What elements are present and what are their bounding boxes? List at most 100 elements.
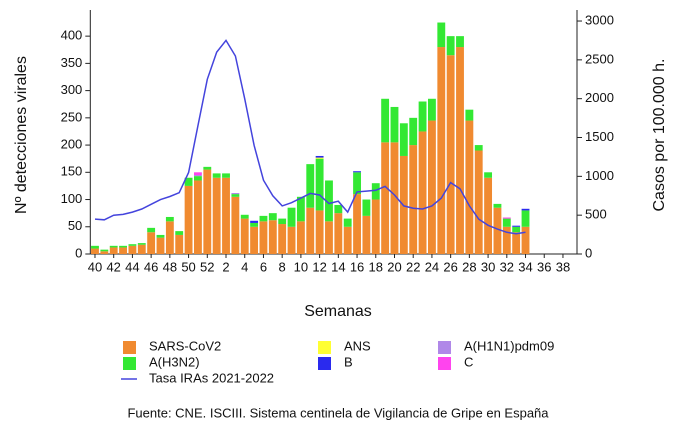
bar-segment: [353, 171, 361, 173]
bar-segment: [184, 177, 193, 186]
y-tick-label: 50: [68, 218, 82, 233]
x-tick-label: 10: [294, 259, 308, 274]
bar-segment: [418, 101, 427, 132]
bar-segment: [128, 245, 137, 254]
bar-segment: [278, 224, 287, 254]
x-tick-label: 2: [222, 259, 229, 274]
legend-swatch: [123, 341, 136, 354]
bar-segment: [109, 245, 118, 248]
bar-segment: [175, 234, 184, 254]
legend-label: A(H3N2): [149, 354, 200, 369]
y2-axis-label: Casos por 100.000 h.: [651, 59, 668, 212]
y-tick-label: 200: [61, 137, 83, 152]
y-tick-label: 100: [61, 191, 83, 206]
bar-segment: [194, 180, 202, 254]
bar-segment: [250, 226, 259, 254]
x-tick-label: 14: [331, 259, 345, 274]
y-tick-label: 300: [61, 82, 83, 97]
bar-segment: [456, 36, 464, 48]
bar-segment: [399, 123, 408, 156]
bar-segment: [268, 213, 277, 221]
bar-segment: [315, 155, 324, 158]
bar-segment: [259, 215, 268, 222]
x-tick-label: 46: [144, 259, 158, 274]
bar-segment: [128, 244, 137, 246]
x-tick-label: 4: [241, 259, 248, 274]
y-tick-label: 150: [61, 164, 83, 179]
bar-segment: [240, 214, 249, 219]
legend-label: SARS-CoV2: [149, 338, 221, 353]
bar-segment: [137, 244, 146, 254]
x-tick-label: 32: [500, 259, 514, 274]
bar-segment: [371, 183, 380, 200]
bar-segment: [521, 210, 530, 227]
y2-tick-label: 0: [585, 245, 592, 260]
bar-segment: [512, 226, 521, 233]
bar-segment: [418, 131, 427, 254]
bar-segment: [334, 213, 343, 254]
bar-segment: [502, 217, 511, 219]
bar-segment: [137, 243, 146, 245]
x-tick-label: 6: [260, 259, 267, 274]
y2-tick-label: 1500: [585, 129, 614, 144]
bar-segment: [512, 232, 521, 254]
x-tick-label: 26: [443, 259, 457, 274]
x-axis-label: Semanas: [304, 303, 372, 320]
bar-segment: [194, 172, 202, 176]
x-tick-label: 36: [537, 259, 551, 274]
x-tick-label: 52: [200, 259, 214, 274]
x-tick-label: 44: [125, 259, 139, 274]
bar-segment: [175, 231, 184, 235]
bar-segment: [325, 221, 333, 254]
x-tick-label: 16: [350, 259, 364, 274]
y-tick-label: 0: [75, 245, 82, 260]
bar-segment: [268, 220, 277, 254]
bar-segment: [502, 226, 511, 254]
bar-segment: [381, 142, 390, 254]
bar-segment: [502, 218, 511, 227]
legend-label: A(H1N1)pdm09: [464, 338, 554, 353]
bar-segment: [362, 215, 371, 254]
bar-segment: [278, 218, 287, 225]
bar-segment: [119, 247, 127, 254]
x-tick-label: 40: [88, 259, 102, 274]
bar-segment: [240, 218, 249, 254]
bar-segment: [203, 169, 212, 254]
legend-swatch: [438, 357, 451, 370]
bar-segment: [165, 221, 174, 254]
bar-segment: [427, 120, 436, 254]
legend-swatch: [123, 357, 136, 370]
legend-swatch: [318, 357, 331, 370]
y2-tick-label: 2500: [585, 51, 614, 66]
bar-segment: [109, 247, 118, 254]
y2-tick-label: 3000: [585, 12, 614, 27]
bar-segment: [222, 173, 230, 178]
bar-segment: [222, 177, 230, 254]
bar-segment: [409, 145, 418, 254]
bar-segment: [315, 157, 324, 159]
legend-label: ANS: [344, 338, 371, 353]
legend-swatch: [318, 341, 331, 354]
y-tick-label: 250: [61, 109, 83, 124]
bar-segment: [437, 47, 446, 255]
bar-segment: [353, 172, 361, 195]
bar-segment: [325, 180, 333, 222]
x-tick-label: 30: [481, 259, 495, 274]
bar-segment: [390, 142, 399, 254]
y2-tick-label: 1000: [585, 168, 614, 183]
bar-segment: [474, 145, 483, 151]
x-tick-label: 38: [556, 259, 570, 274]
bar-segment: [203, 166, 212, 170]
bar-segment: [446, 55, 455, 255]
bar-segment: [212, 173, 221, 178]
bar-segment: [343, 226, 352, 254]
bar-segment: [306, 207, 315, 254]
legend-label: B: [344, 354, 353, 369]
bar-segment: [100, 249, 109, 252]
bar-segment: [194, 176, 202, 181]
bar-segment: [371, 199, 380, 254]
bar-segment: [456, 47, 464, 255]
x-tick-label: 8: [279, 259, 286, 274]
legend-label: C: [464, 354, 473, 369]
x-tick-label: 22: [406, 259, 420, 274]
